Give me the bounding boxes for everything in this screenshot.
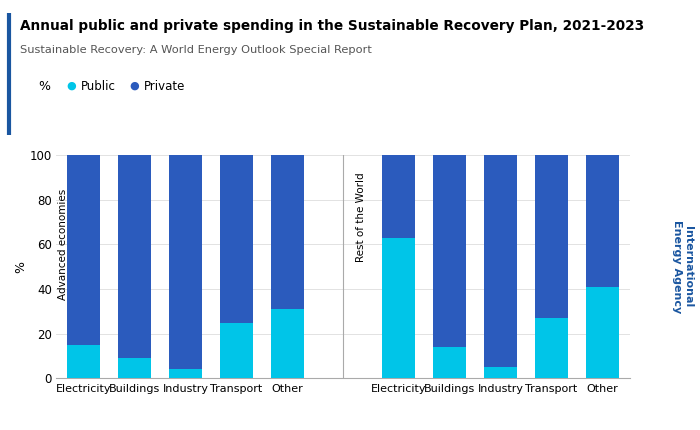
Bar bbox=[433, 347, 466, 378]
Text: Rest of the World: Rest of the World bbox=[356, 172, 366, 262]
Bar bbox=[118, 155, 151, 358]
Text: Public: Public bbox=[80, 80, 116, 92]
Bar bbox=[535, 318, 568, 378]
Text: %: % bbox=[38, 80, 50, 92]
Bar bbox=[271, 309, 304, 378]
Bar bbox=[586, 155, 619, 287]
Bar bbox=[382, 155, 415, 237]
Bar bbox=[484, 155, 517, 367]
Bar bbox=[220, 322, 253, 378]
Bar bbox=[586, 287, 619, 378]
Text: Annual public and private spending in the Sustainable Recovery Plan, 2021-2023: Annual public and private spending in th… bbox=[20, 19, 644, 34]
Bar bbox=[271, 155, 304, 309]
Text: Sustainable Recovery: A World Energy Outlook Special Report: Sustainable Recovery: A World Energy Out… bbox=[20, 45, 372, 55]
Text: Advanced economies: Advanced economies bbox=[57, 189, 68, 300]
Bar bbox=[67, 155, 100, 345]
Bar bbox=[382, 237, 415, 378]
Text: International
Energy Agency: International Energy Agency bbox=[672, 220, 693, 313]
Bar bbox=[484, 367, 517, 378]
Bar bbox=[433, 155, 466, 347]
Bar bbox=[220, 155, 253, 322]
Text: ●: ● bbox=[130, 81, 139, 91]
Text: ●: ● bbox=[66, 81, 76, 91]
Bar bbox=[535, 155, 568, 318]
Bar bbox=[67, 345, 100, 378]
Bar bbox=[169, 369, 202, 378]
Bar bbox=[118, 358, 151, 378]
Bar bbox=[169, 155, 202, 369]
Y-axis label: %: % bbox=[14, 261, 27, 273]
Text: Private: Private bbox=[144, 80, 185, 92]
